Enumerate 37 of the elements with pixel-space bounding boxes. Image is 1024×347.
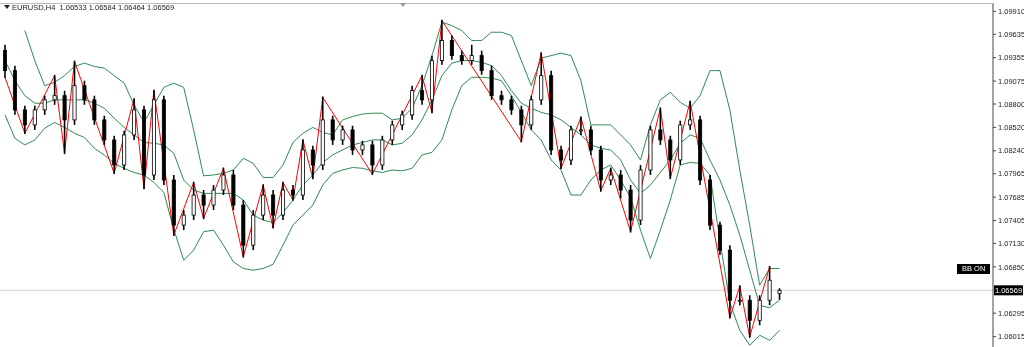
candlestick	[688, 100, 693, 130]
candlestick	[420, 74, 425, 105]
candlestick	[181, 210, 186, 231]
candlestick	[668, 135, 673, 180]
candlestick	[22, 105, 27, 135]
candlestick	[439, 19, 444, 65]
candlestick	[3, 44, 7, 79]
candlestick	[201, 190, 206, 220]
candlestick	[310, 145, 315, 180]
candlestick	[479, 50, 484, 75]
candlestick	[330, 115, 335, 145]
line-series	[24, 21, 781, 286]
candlestick	[757, 295, 762, 326]
candlestick	[469, 44, 474, 65]
candlestick	[658, 107, 663, 145]
candlestick	[211, 185, 216, 211]
candlestick	[747, 295, 752, 338]
candlestick	[261, 184, 266, 221]
candlestick	[519, 105, 524, 143]
candlestick	[578, 116, 583, 135]
candlestick	[559, 145, 564, 170]
candlestick	[370, 140, 375, 175]
candlestick	[191, 181, 196, 221]
candlestick	[92, 95, 97, 125]
candlestick	[221, 167, 226, 195]
candlestick	[82, 80, 87, 105]
candlestick	[350, 125, 355, 155]
candlestick	[767, 266, 772, 306]
candlestick	[32, 105, 37, 130]
candlestick	[588, 125, 593, 155]
candlestick	[102, 115, 107, 145]
candlestick	[737, 285, 742, 306]
candlestick	[449, 35, 454, 60]
candlestick	[271, 190, 276, 229]
candlestick	[390, 120, 395, 145]
candlestick	[618, 170, 623, 199]
candlestick	[52, 74, 57, 105]
